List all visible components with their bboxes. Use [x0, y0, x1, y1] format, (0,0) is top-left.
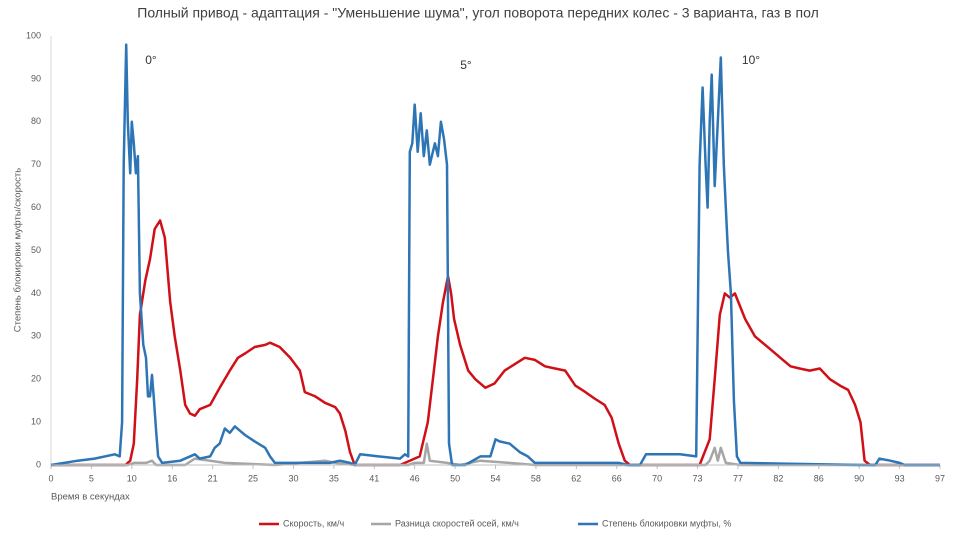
x-tick-label: 90 [854, 473, 864, 483]
annotation: 5° [460, 58, 472, 72]
y-tick-label: 0 [36, 459, 41, 469]
chart-title: Полный привод - адаптация - "Уменьшение … [137, 5, 819, 21]
x-tick-label: 54 [490, 473, 500, 483]
y-tick-label: 90 [31, 73, 41, 83]
x-tick-label: 0 [48, 473, 53, 483]
x-tick-label: 82 [773, 473, 783, 483]
x-tick-label: 30 [288, 473, 298, 483]
x-tick-label: 21 [208, 473, 218, 483]
y-tick-label: 20 [31, 374, 41, 384]
x-tick-label: 41 [369, 473, 379, 483]
series-line [50, 43, 940, 467]
x-axis-title: Время в секундах [51, 492, 130, 503]
series-line [51, 219, 940, 467]
x-tick-label: 50 [450, 473, 460, 483]
y-tick-label: 100 [26, 30, 41, 40]
x-tick-label: 70 [652, 473, 662, 483]
legend-label: Степень блокировки муфты, % [602, 518, 731, 528]
x-tick-label: 35 [329, 473, 339, 483]
legend-label: Разница скоростей осей, км/ч [395, 518, 519, 528]
x-tick-label: 25 [248, 473, 258, 483]
x-tick-label: 73 [693, 473, 703, 483]
annotation: 10° [742, 53, 760, 67]
y-tick-label: 60 [31, 202, 41, 212]
x-tick-label: 46 [410, 473, 420, 483]
y-tick-label: 40 [31, 288, 41, 298]
x-tick-label: 58 [531, 473, 541, 483]
y-tick-label: 10 [31, 416, 41, 426]
x-tick-label: 77 [733, 473, 743, 483]
x-tick-label: 62 [571, 473, 581, 483]
annotation: 0° [145, 53, 157, 67]
y-tick-label: 30 [31, 331, 41, 341]
y-tick-label: 70 [31, 159, 41, 169]
x-tick-label: 5 [89, 473, 94, 483]
y-tick-label: 80 [31, 116, 41, 126]
x-tick-label: 66 [612, 473, 622, 483]
x-tick-label: 93 [895, 473, 905, 483]
y-axis-title: Степень блокировки муфты/скорость [13, 168, 24, 332]
legend-label: Скорость, км/ч [283, 518, 344, 528]
x-tick-label: 86 [814, 473, 824, 483]
x-tick-label: 16 [167, 473, 177, 483]
x-tick-label: 97 [935, 473, 945, 483]
x-tick-label: 10 [127, 473, 137, 483]
y-tick-label: 50 [31, 245, 41, 255]
